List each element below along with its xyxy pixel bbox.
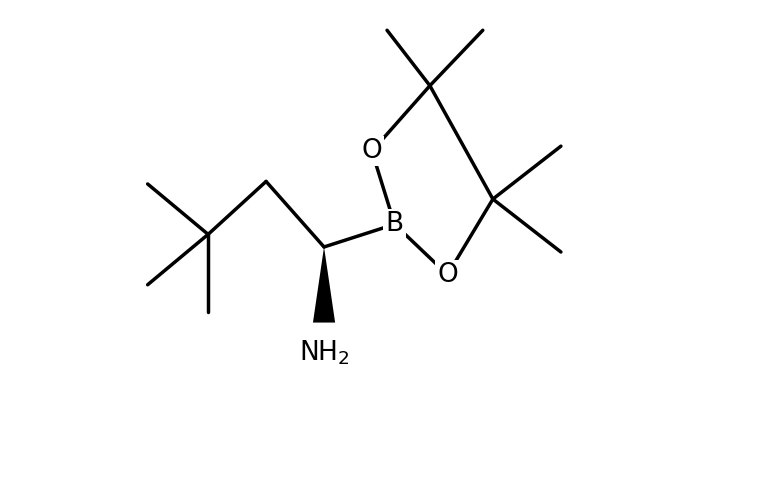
Text: NH$_2$: NH$_2$ bbox=[299, 339, 349, 367]
Text: O: O bbox=[361, 138, 382, 164]
Text: O: O bbox=[437, 262, 458, 288]
Text: B: B bbox=[386, 211, 403, 237]
Polygon shape bbox=[313, 247, 335, 323]
